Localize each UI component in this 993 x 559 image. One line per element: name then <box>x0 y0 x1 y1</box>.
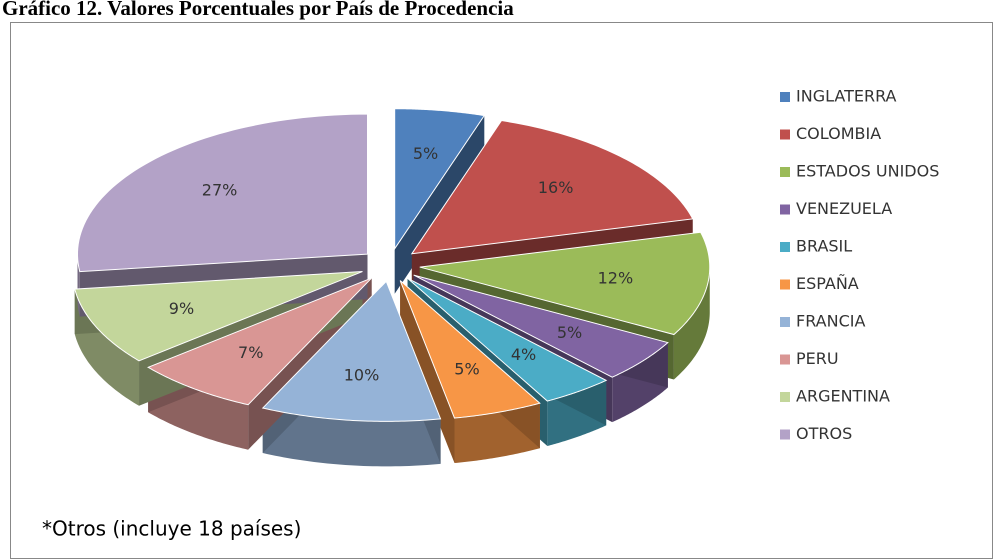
slice <box>77 113 368 273</box>
data-label: 5% <box>557 323 582 342</box>
slice-side <box>74 289 140 406</box>
data-label: 10% <box>344 365 380 384</box>
legend-swatch <box>780 279 790 290</box>
data-label: 5% <box>454 360 479 379</box>
data-label: 5% <box>413 144 438 163</box>
data-label: 16% <box>538 178 574 197</box>
slice <box>399 280 541 419</box>
legend-swatch <box>780 242 790 252</box>
legend-label: ESPAÑA <box>796 274 859 293</box>
data-label: 4% <box>511 345 536 364</box>
legend-label: COLOMBIA <box>796 124 881 143</box>
data-label: 12% <box>598 268 634 287</box>
legend-swatch <box>780 92 790 102</box>
legend-label: PERU <box>796 349 839 368</box>
slice <box>74 271 363 362</box>
slice-tops <box>74 108 711 422</box>
legend-swatch <box>780 204 790 215</box>
data-label: 27% <box>202 181 238 200</box>
legend-label: ARGENTINA <box>796 387 890 406</box>
legend-swatch <box>780 167 790 177</box>
slice <box>261 280 442 422</box>
slice <box>413 274 669 378</box>
legend-swatch <box>780 429 790 440</box>
slice-side <box>262 408 441 467</box>
legend-label: ESTADOS UNIDOS <box>796 162 939 181</box>
data-label: 9% <box>169 299 194 318</box>
legend-swatch <box>780 129 790 140</box>
slice <box>419 231 711 336</box>
legend-swatch <box>780 317 790 327</box>
legend-label: VENEZUELA <box>796 199 892 218</box>
data-label: 7% <box>238 343 263 362</box>
legend-label: INGLATERRA <box>796 87 897 106</box>
legend-swatch <box>780 392 790 402</box>
slice-edge <box>400 280 455 464</box>
annotation: *Otros (incluye 18 países) <box>42 517 301 541</box>
legend-swatch <box>780 354 790 365</box>
slice <box>410 120 694 255</box>
slice <box>407 277 608 402</box>
legend-label: BRASIL <box>796 237 852 256</box>
slice <box>147 277 372 406</box>
slice <box>394 108 486 251</box>
chart-title: Gráfico 12. Valores Porcentuales por Paí… <box>2 0 514 20</box>
legend-label: FRANCIA <box>796 312 865 331</box>
slice-side <box>673 267 710 380</box>
legend-label: OTROS <box>796 424 852 443</box>
